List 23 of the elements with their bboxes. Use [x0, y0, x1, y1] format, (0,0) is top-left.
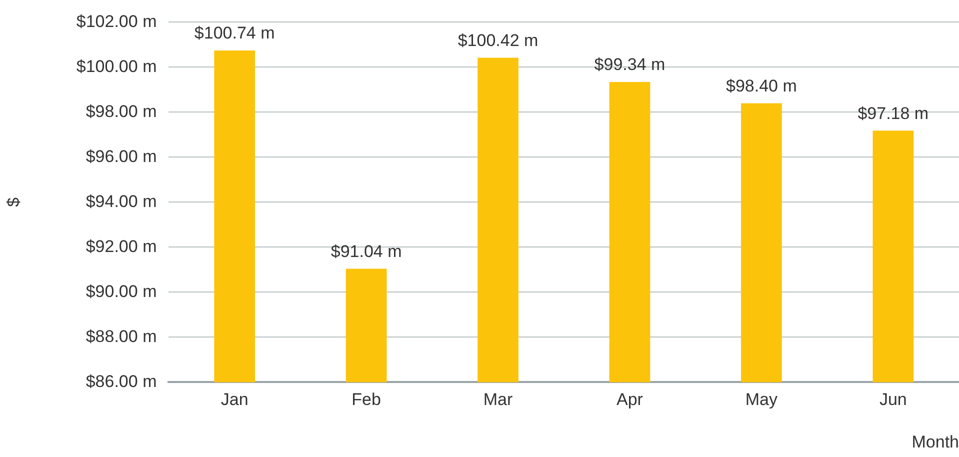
- data-label: $97.18 m: [858, 104, 929, 123]
- data-label: $100.42 m: [458, 30, 538, 50]
- x-tick-label: Jun: [879, 390, 907, 410]
- x-tick-label: Mar: [483, 390, 513, 410]
- data-label: $98.40 m: [726, 76, 797, 96]
- data-label: $100.74 m: [194, 24, 275, 43]
- x-axis-title: Month: [912, 432, 959, 452]
- x-tick-label: Apr: [616, 390, 644, 410]
- x-tick-label: Feb: [352, 390, 381, 410]
- y-tick-label: $102.00 m: [76, 12, 157, 31]
- y-tick-label: $86.00 m: [86, 372, 157, 391]
- x-tick-label: Jan: [220, 390, 248, 410]
- y-tick-label: $88.00 m: [86, 326, 157, 346]
- y-tick-label: $98.00 m: [86, 102, 157, 121]
- data-label: $91.04 m: [330, 242, 402, 261]
- y-tick-label: $92.00 m: [86, 236, 157, 256]
- data-label: $99.34 m: [594, 55, 666, 74]
- y-axis-title: $: [4, 196, 23, 207]
- y-tick-label: $94.00 m: [86, 192, 157, 211]
- y-tick-label: $100.00 m: [76, 56, 157, 76]
- y-tick-label: $96.00 m: [86, 146, 157, 166]
- y-tick-label: $90.00 m: [86, 282, 157, 301]
- x-tick-label: May: [745, 390, 778, 410]
